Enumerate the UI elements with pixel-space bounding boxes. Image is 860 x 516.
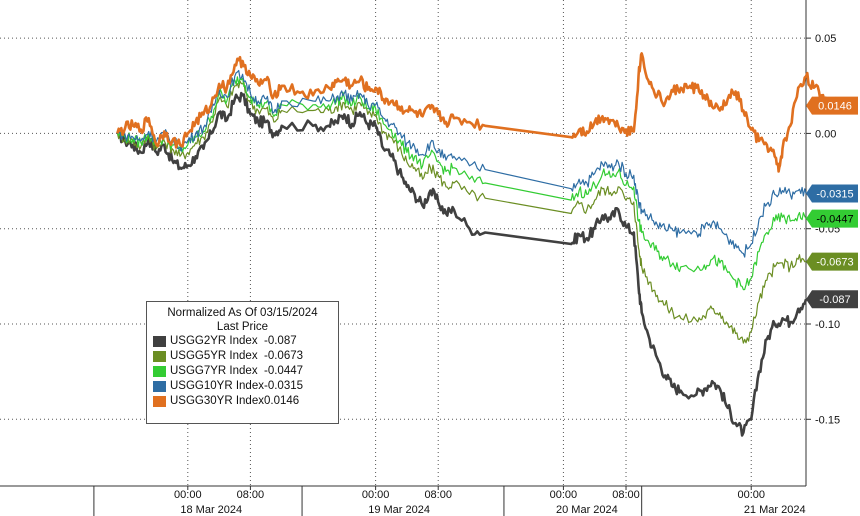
x-date-label: 21 Mar 2024 bbox=[744, 504, 806, 516]
legend-subtitle: Last Price bbox=[216, 321, 269, 333]
end-label-value: -0.0673 bbox=[816, 257, 853, 269]
legend-series-name: USGG10YR Index bbox=[170, 380, 264, 392]
end-label: -0.0447 bbox=[806, 209, 858, 228]
x-date-label: 18 Mar 2024 bbox=[180, 504, 242, 516]
legend-series-name: USGG7YR Index bbox=[170, 365, 258, 377]
end-label-tag bbox=[806, 209, 858, 228]
legend-swatch bbox=[153, 396, 166, 407]
series-line-usgg2yr bbox=[116, 91, 808, 437]
x-date-label: 20 Mar 2024 bbox=[556, 504, 618, 516]
x-tick-label: 00:00 bbox=[737, 489, 765, 501]
y-tick-label: 0.00 bbox=[815, 128, 836, 140]
legend-row: USGG7YR Index -0.0447 bbox=[153, 364, 332, 379]
legend: Normalized As Of 03/15/2024 Last Price U… bbox=[146, 301, 339, 424]
axes bbox=[0, 0, 811, 516]
legend-series-value: -0.0673 bbox=[264, 350, 304, 362]
series-layer bbox=[116, 52, 847, 437]
end-label-tag bbox=[806, 184, 858, 203]
x-tick-labels: 00:00 08:00 00:00 08:00 00:00 08:00 00:00 18 Ma… bbox=[174, 489, 806, 516]
legend-series-name: USGG30YR Index bbox=[170, 395, 264, 407]
x-tick-label: 08:00 bbox=[237, 489, 265, 501]
series-line-usgg7yr bbox=[116, 76, 807, 291]
grid-lines bbox=[0, 0, 806, 486]
legend-row: USGG5YR Index -0.0673 bbox=[153, 349, 332, 364]
legend-series-value: -0.0315 bbox=[264, 380, 304, 392]
end-label-value: -0.0447 bbox=[816, 214, 853, 226]
legend-series-value: 0.0146 bbox=[264, 395, 300, 407]
legend-series-name: USGG5YR Index bbox=[170, 350, 258, 362]
legend-series-value: -0.087 bbox=[264, 335, 297, 347]
legend-row: USGG10YR Index -0.0315 bbox=[153, 379, 332, 394]
end-label-tag bbox=[806, 290, 858, 309]
y-tick-label: -0.10 bbox=[815, 319, 840, 331]
legend-title: Normalized As Of 03/15/2024 bbox=[167, 307, 318, 319]
legend-swatch bbox=[153, 351, 166, 362]
legend-row: USGG30YR Index 0.0146 bbox=[153, 394, 332, 409]
x-tick-label: 00:00 bbox=[550, 489, 578, 501]
x-tick-label: 08:00 bbox=[612, 489, 640, 501]
x-date-label: 19 Mar 2024 bbox=[368, 504, 430, 516]
end-labels: -0.087 -0.0673 -0.0447 -0.0315 0.0146 bbox=[806, 96, 858, 309]
end-label: 0.0146 bbox=[806, 96, 858, 115]
y-tick-labels: 0.050.00-0.05-0.10-0.15 bbox=[815, 33, 840, 426]
legend-row: USGG2YR Index -0.087 bbox=[153, 334, 332, 349]
legend-series-name: USGG2YR Index bbox=[170, 335, 258, 347]
legend-swatch bbox=[153, 366, 166, 377]
end-label-value: 0.0146 bbox=[818, 101, 852, 113]
x-tick-label: 00:00 bbox=[362, 489, 390, 501]
y-tick-label: -0.15 bbox=[815, 414, 840, 426]
end-label-tag bbox=[806, 252, 858, 271]
legend-series-value: -0.0447 bbox=[264, 365, 304, 377]
series-line-usgg30yr bbox=[116, 52, 847, 173]
end-label: -0.0673 bbox=[806, 252, 858, 271]
legend-swatch bbox=[153, 336, 166, 347]
series-line-usgg5yr bbox=[116, 80, 806, 344]
end-label-value: -0.0315 bbox=[816, 188, 853, 200]
end-label: -0.087 bbox=[806, 290, 858, 309]
legend-swatch bbox=[153, 381, 166, 392]
end-label: -0.0315 bbox=[806, 184, 858, 203]
y-tick-label: 0.05 bbox=[815, 33, 836, 45]
x-tick-label: 00:00 bbox=[174, 489, 202, 501]
end-label-value: -0.087 bbox=[819, 294, 850, 306]
x-tick-label: 08:00 bbox=[424, 489, 452, 501]
end-label-tag bbox=[806, 96, 858, 115]
